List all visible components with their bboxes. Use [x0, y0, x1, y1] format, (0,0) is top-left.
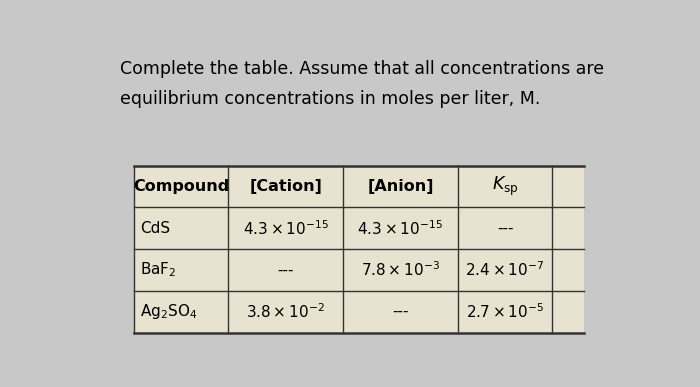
Text: [Cation]: [Cation] [249, 179, 322, 194]
Text: ---: --- [392, 304, 409, 319]
Text: Complete the table. Assume that all concentrations are: Complete the table. Assume that all conc… [120, 60, 604, 78]
Text: BaF$_2$: BaF$_2$ [140, 260, 176, 279]
Text: $7.8\times10^{-3}$: $7.8\times10^{-3}$ [361, 260, 440, 279]
Text: CdS: CdS [140, 221, 170, 236]
Text: Compound: Compound [133, 179, 229, 194]
Text: ---: --- [277, 262, 294, 277]
Text: [Anion]: [Anion] [368, 179, 434, 194]
Text: $4.3\times10^{-15}$: $4.3\times10^{-15}$ [243, 219, 328, 238]
Text: Ag$_2$SO$_4$: Ag$_2$SO$_4$ [140, 302, 197, 321]
Text: $3.8\times10^{-2}$: $3.8\times10^{-2}$ [246, 302, 325, 321]
Text: $2.4\times10^{-7}$: $2.4\times10^{-7}$ [466, 260, 545, 279]
Text: ---: --- [497, 221, 513, 236]
Text: equilibrium concentrations in moles per liter, M.: equilibrium concentrations in moles per … [120, 90, 540, 108]
Text: $K_{\mathrm{sp}}$: $K_{\mathrm{sp}}$ [491, 175, 519, 198]
Text: $4.3\times10^{-15}$: $4.3\times10^{-15}$ [358, 219, 443, 238]
Text: $2.7\times10^{-5}$: $2.7\times10^{-5}$ [466, 302, 544, 321]
